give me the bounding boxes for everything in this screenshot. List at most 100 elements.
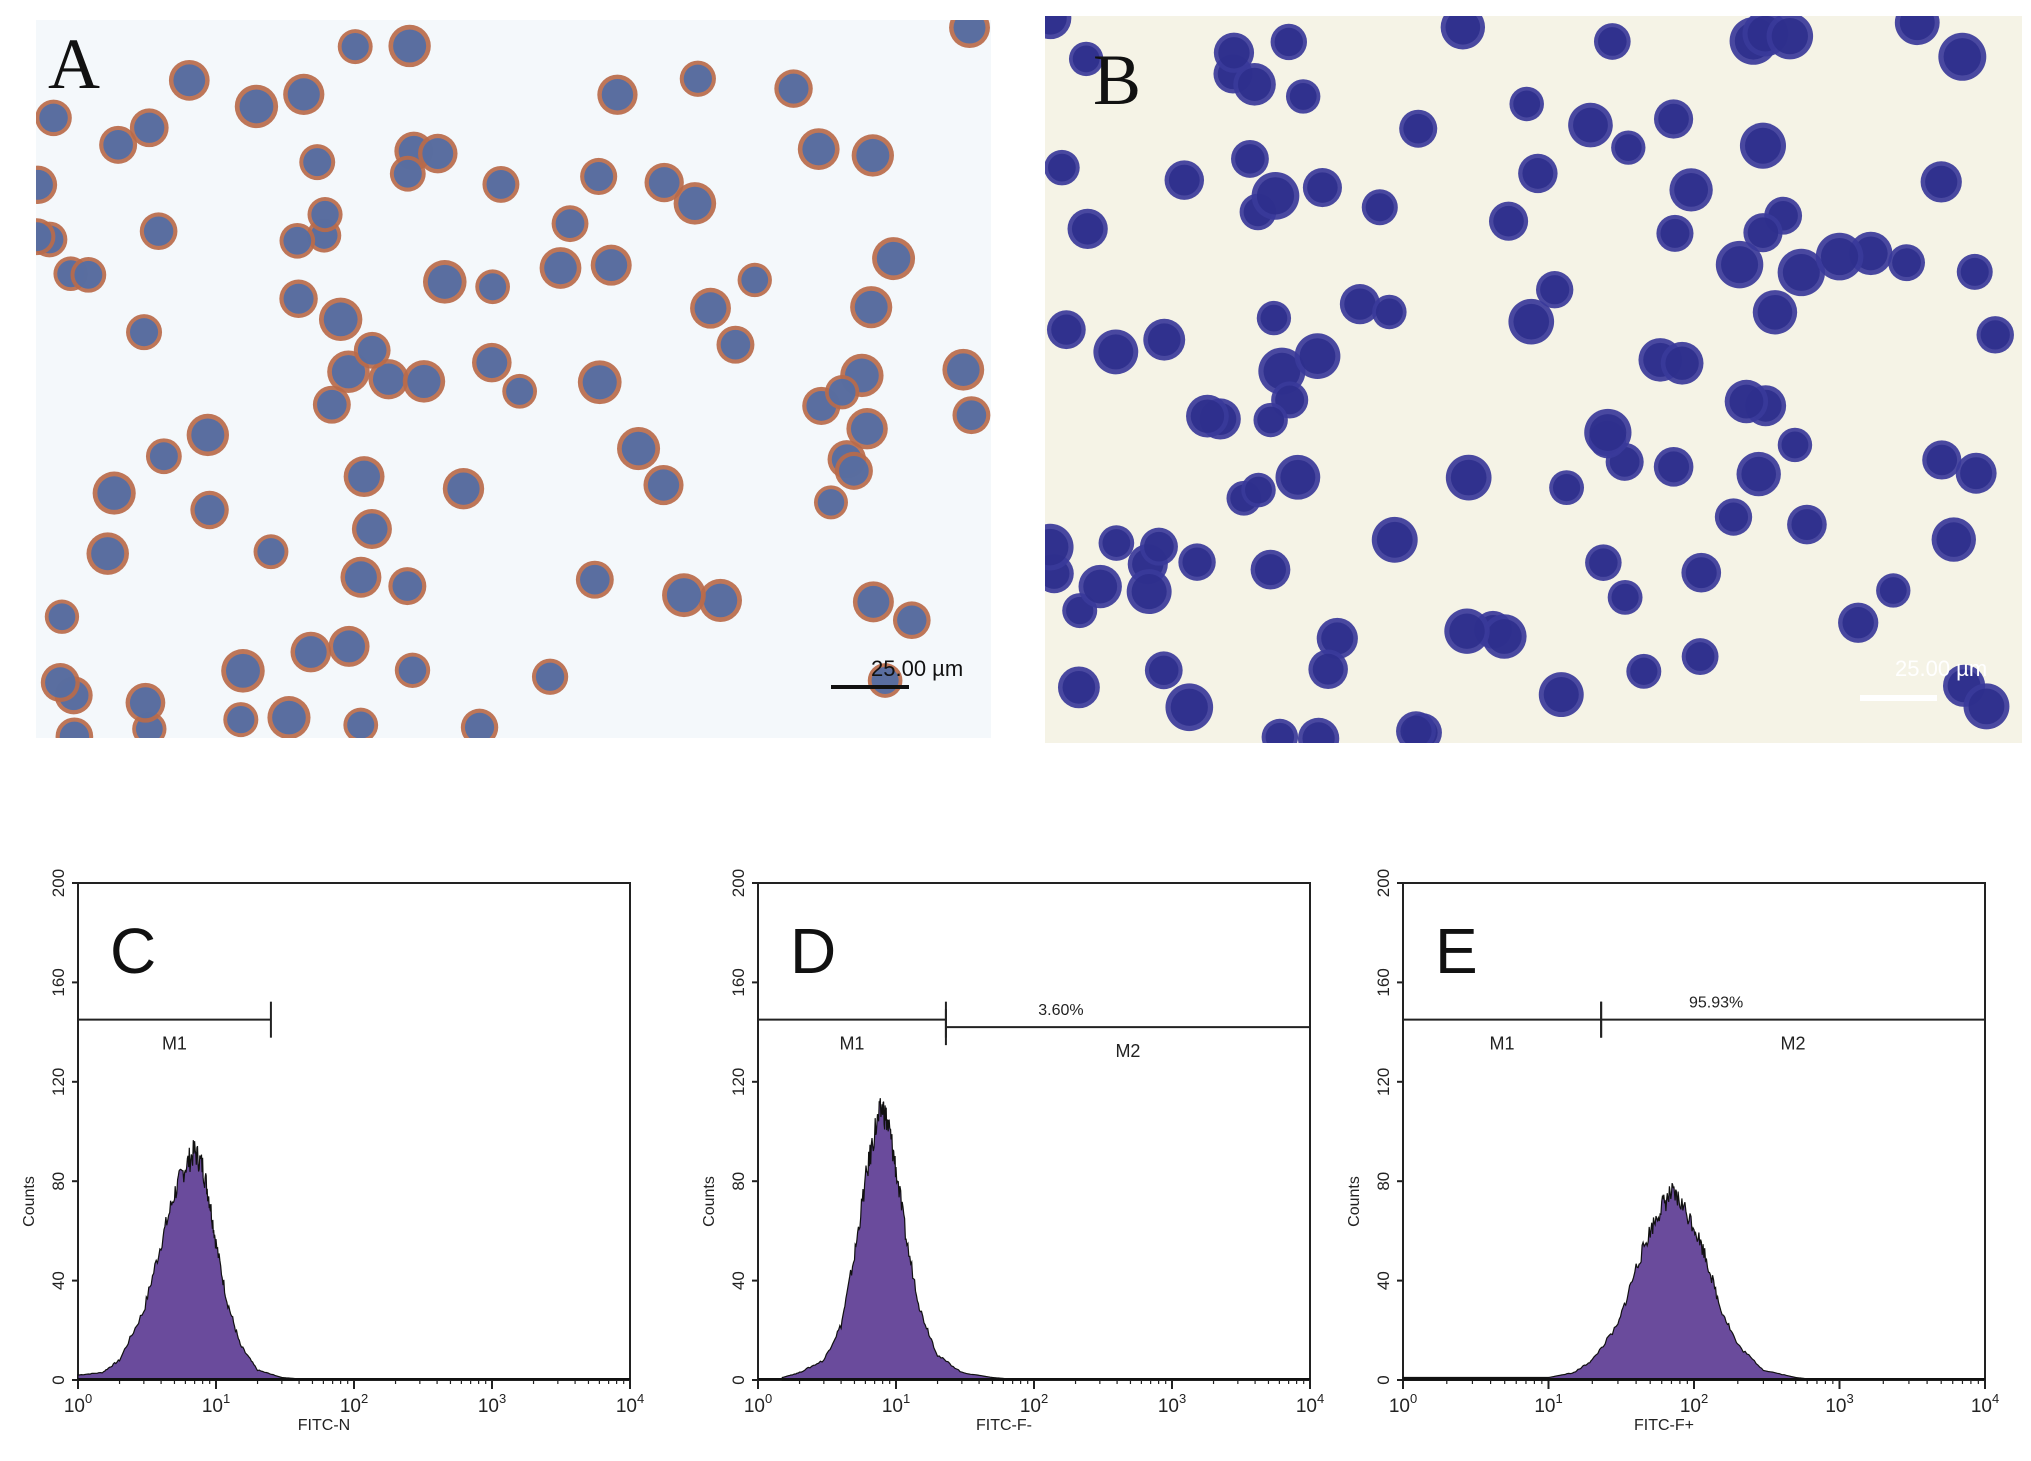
cell [307,196,343,233]
cell [1275,454,1321,500]
y-tick-label: 0 [729,1375,748,1384]
cell [846,408,888,450]
panel-label-c: C [110,915,156,987]
cell [892,601,931,640]
micrograph-a: A 25.00 µm [36,20,991,738]
x-tick-label: 101 [202,1391,230,1417]
cell [952,396,991,435]
y-tick-label: 0 [49,1375,68,1384]
cell [267,696,311,738]
cell [1956,253,1993,290]
cell [388,567,427,606]
cell [1045,16,1072,40]
cell [1045,149,1080,186]
cell [1045,523,1074,571]
x-axis-label: FITC-N [298,1417,350,1434]
cell [402,360,446,403]
x-axis-label: FITC-F+ [1634,1417,1694,1434]
cell [1876,573,1911,608]
cell [1399,109,1438,148]
cell [1920,161,1962,203]
x-tick-label: 100 [744,1391,772,1417]
cell [1440,16,1486,50]
y-tick-label: 80 [729,1172,748,1191]
cell [442,468,485,510]
cell [1233,63,1276,106]
cell [221,649,265,693]
x-tick-label: 104 [616,1391,644,1417]
cell [1361,189,1398,226]
marker-percent: 3.60% [1038,1002,1083,1019]
cell [1186,394,1229,438]
cell [223,702,259,738]
cell [949,20,990,49]
cell [662,573,706,618]
histogram-d: 0 40 80 120 160 200 100 101 102 103 104 FITC-F- Coun… [701,869,1324,1434]
cell [139,212,178,251]
y-tick-label: 0 [1374,1375,1393,1384]
cell [1607,579,1643,615]
cell [422,260,467,304]
cell [1715,240,1764,289]
cell [1371,516,1418,563]
cell [1294,333,1341,380]
cell [1888,244,1925,282]
cell [1445,454,1492,501]
cell [1656,214,1694,252]
panel-label-e: E [1435,915,1478,987]
y-tick-label: 200 [1374,869,1393,897]
cell [36,165,58,205]
cell [1444,608,1490,654]
cell [850,286,893,329]
micrograph-b-cells [1045,16,2014,743]
cell [318,297,363,342]
cell [343,456,385,498]
cell [1681,552,1722,593]
cell [575,560,614,599]
cell [690,287,731,329]
y-axis-label: Counts [1346,1176,1363,1227]
cell [716,325,755,364]
cell [1736,451,1781,497]
cell [1653,99,1694,139]
cell [129,108,169,148]
cell [644,162,684,203]
cell [86,532,129,575]
marker-percent: 95.93% [1689,995,1743,1012]
cell [1518,153,1558,194]
micrograph-b: B 25.00 µm [1045,16,2022,743]
cell [1339,284,1381,325]
panel-label-b: B [1093,40,1142,120]
cell [1538,672,1584,718]
cell [44,599,80,634]
cell [1143,318,1186,361]
cell [834,451,873,490]
y-axis-label: Counts [701,1176,718,1227]
cell [1777,427,1813,463]
scale-bar-label-b: 25.00 µm [1895,656,1988,681]
cell [679,60,716,97]
cell [337,29,373,65]
panel-label-a: A [48,24,100,104]
cell [1549,470,1584,506]
cell [1766,16,1814,60]
cell [55,717,94,738]
cell [942,348,985,391]
x-tick-label: 104 [1296,1391,1324,1417]
cell [531,658,569,695]
y-tick-label: 160 [729,968,748,996]
cell [1144,651,1183,690]
cell [279,222,316,259]
y-tick-label: 40 [729,1271,748,1290]
cell [643,465,684,506]
cell [1057,666,1100,709]
cell [698,578,742,623]
cell [1593,23,1631,60]
cell [328,625,370,667]
marker-label: M1 [839,1034,864,1054]
y-tick-label: 120 [1374,1068,1393,1096]
x-tick-label: 102 [340,1391,368,1417]
marker-label: M2 [1781,1034,1806,1054]
cell [70,256,107,293]
cell [1660,341,1704,385]
